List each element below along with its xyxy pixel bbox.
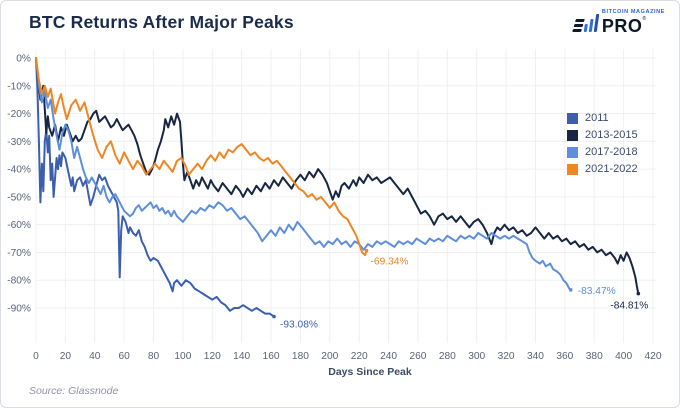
x-tick-label: 280 [439,351,456,362]
gridlines [35,49,656,343]
chart-title: BTC Returns After Major Peaks [29,12,294,32]
x-tick-label: 40 [89,351,101,362]
x-tick-label: 20 [60,351,72,362]
x-tick-label: 100 [174,351,191,362]
x-tick-label: 420 [645,351,662,362]
legend-label: 2011 [585,112,609,124]
y-tick-label: -10% [7,81,31,92]
legend-label: 2021-2022 [585,163,638,175]
y-tick-label: -90% [7,304,31,315]
logo-registered-mark: ® [642,15,647,22]
x-tick-label: 360 [556,351,573,362]
x-tick-label: 60 [118,351,130,362]
x-tick-label: 340 [527,351,544,362]
legend-item-2011[interactable]: 2011 [567,112,638,124]
y-tick-label: -30% [7,137,31,148]
x-tick-label: 0 [33,351,39,362]
x-tick-label: 260 [409,351,426,362]
legend-swatch-2013-2015 [567,129,578,141]
legend-swatch-2011 [567,112,578,124]
y-axis-tick-labels: 0% -10% -20% -30% -40% -50% -60% -70% -80% -90% [7,54,31,315]
series-lines [35,57,640,318]
series-end-label-2011: -93.08% [280,320,318,331]
x-tick-label: 200 [321,351,338,362]
bitcoin-magazine-pro-logo[interactable]: BITCOIN MAGAZINE PRO® [572,9,665,36]
legend-label: 2017-2018 [585,146,638,158]
series-line-2021-2022[interactable] [35,57,368,257]
logo-brand-text: BITCOIN MAGAZINE [601,9,665,15]
series-line-2013-2015[interactable] [35,57,640,295]
series-end-label-2017-2018: -83.47% [578,286,616,297]
legend-swatch-2021-2022 [567,163,578,175]
x-tick-label: 320 [498,351,515,362]
legend-swatch-2017-2018 [567,146,578,158]
source-note: Source: Glassnode [29,385,119,397]
y-tick-label: -50% [7,192,31,203]
x-tick-label: 380 [586,351,603,362]
x-tick-label: 180 [292,351,309,362]
y-tick-label: -70% [7,248,31,259]
series-line-2011[interactable] [35,57,275,318]
y-tick-label: 0% [16,54,31,65]
series-end-dot-2013-2015 [636,291,641,296]
x-tick-label: 80 [148,351,160,362]
series-end-labels: -93.08% -84.81% -83.47% -69.34% [272,248,648,331]
logo-product-text: PRO® [601,15,665,36]
legend-item-2021-2022[interactable]: 2021-2022 [567,163,638,175]
x-tick-label: 160 [263,351,280,362]
logo-text: BITCOIN MAGAZINE PRO® [601,9,665,36]
legend-label: 2013-2015 [585,129,638,141]
y-tick-label: -40% [7,165,31,176]
series-end-label-2021-2022: -69.34% [371,257,409,268]
legend-item-2017-2018[interactable]: 2017-2018 [567,146,638,158]
x-tick-label: 300 [468,351,485,362]
y-tick-label: -80% [7,276,31,287]
series-end-dot-2011 [272,314,276,319]
legend: 2011 2013-2015 2017-2018 2021-2022 [567,112,638,180]
series-line-2017-2018[interactable] [35,57,572,291]
legend-item-2013-2015[interactable]: 2013-2015 [567,129,638,141]
series-end-label-2013-2015: -84.81% [610,301,648,312]
x-tick-label: 220 [351,351,368,362]
x-axis-title: Days Since Peak [328,366,412,378]
x-tick-label: 240 [380,351,397,362]
logo-product-word: PRO [601,15,643,36]
x-tick-label: 400 [615,351,632,362]
x-axis-tick-labels: 0 20 40 60 80 100 120 140 160 180 200 220 240 260 280 3… [33,351,662,362]
x-tick-label: 120 [204,351,221,362]
series-end-dot-2021-2022 [364,248,369,253]
y-tick-label: -60% [7,220,31,231]
x-tick-label: 140 [233,351,250,362]
series-end-dot-2017-2018 [568,288,573,292]
y-tick-label: -20% [7,109,31,120]
